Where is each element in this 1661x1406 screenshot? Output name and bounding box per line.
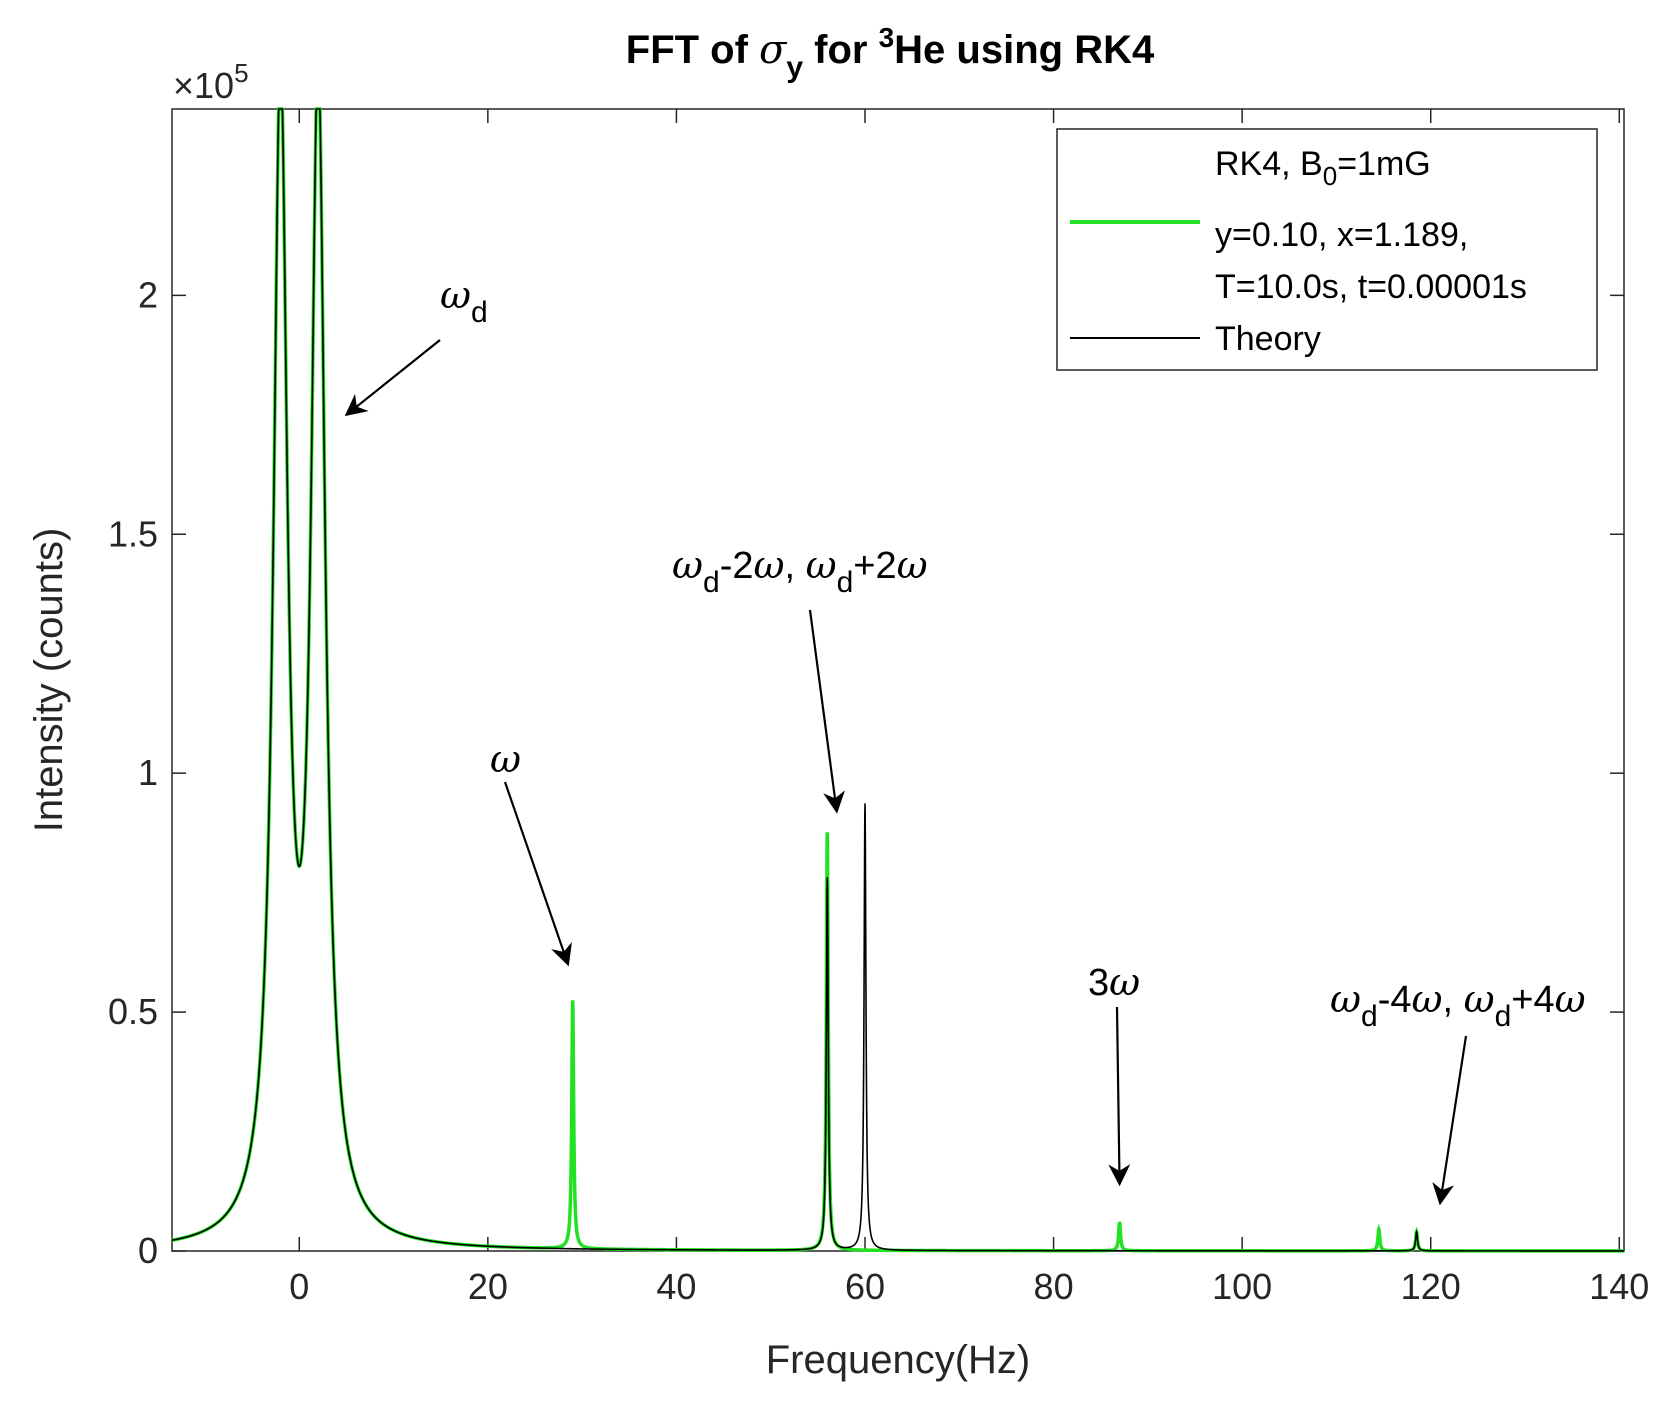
x-tick-label: 20	[468, 1266, 508, 1307]
annotation-omega-d: ωd	[440, 273, 488, 329]
arrow-3omega	[1108, 1006, 1131, 1187]
annotations: ωd ω ωd-2ω, ωd+2ω 3ω ωd-4ω, ωd+4ω	[344, 273, 1586, 1206]
annotation-omega-d-4omega: ωd-4ω, ωd+4ω	[1330, 977, 1586, 1033]
annotation-omega-d-2omega: ωd-2ω, ωd+2ω	[672, 543, 928, 599]
annotation-3omega: 3ω	[1088, 960, 1140, 1004]
y-tick-label: 0	[138, 1230, 158, 1271]
annotation-omega: ω	[490, 737, 521, 781]
y-tick-label: 0.5	[108, 991, 158, 1032]
y-tick-label: 1.5	[108, 513, 158, 554]
x-tick-label: 0	[289, 1266, 309, 1307]
x-tick-label: 60	[845, 1266, 885, 1307]
series-theory-line	[171, 108, 1624, 1252]
arrow-omega-d-4omega	[1432, 1035, 1468, 1206]
y-axis-multiplier: ×105	[173, 58, 249, 106]
axis-ticks: 0 20 40 60 80 100 120 140 0 0.5 1 1.5 2	[108, 109, 1649, 1307]
arrow-omega	[503, 781, 572, 967]
series-layer	[171, 107, 1624, 1253]
x-tick-label: 120	[1401, 1266, 1461, 1307]
x-tick-label: 140	[1589, 1266, 1649, 1307]
arrow-omega-d-2omega	[808, 609, 846, 814]
legend-label-rk4-line3: T=10.0s, t=0.00001s	[1215, 268, 1527, 306]
legend-label-theory: Theory	[1215, 320, 1321, 358]
x-tick-label: 40	[656, 1266, 696, 1307]
x-tick-label: 100	[1212, 1266, 1272, 1307]
x-tick-label: 80	[1034, 1266, 1074, 1307]
arrow-omega-d	[344, 339, 441, 417]
legend-box	[1056, 128, 1598, 371]
x-axis-label: Frequency(Hz)	[766, 1338, 1031, 1382]
annotation-arrows	[344, 339, 1468, 1206]
y-tick-label: 1	[138, 752, 158, 793]
legend: RK4, B0=1mG y=0.10, x=1.189, T=10.0s, t=…	[1056, 128, 1598, 371]
y-tick-label: 2	[138, 274, 158, 315]
chart-title: FFT of σy for 3He using RK4	[626, 22, 1155, 84]
legend-label-rk4-line2: y=0.10, x=1.189,	[1215, 216, 1468, 254]
legend-title: RK4, B0=1mG	[1215, 145, 1431, 191]
y-axis-label: Intensity (counts)	[27, 528, 71, 833]
